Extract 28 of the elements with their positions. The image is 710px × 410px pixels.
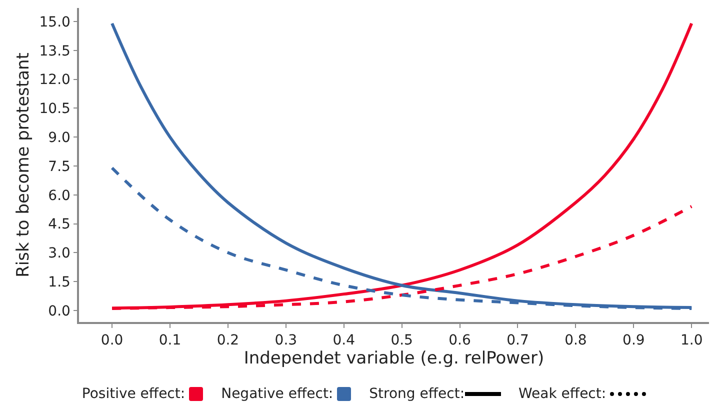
text: Positive effect: <box>82 386 186 402</box>
y-tick-label: 0.0 <box>48 303 70 320</box>
y-tick-label: 1.5 <box>48 274 70 290</box>
y-tick-label: 3.0 <box>48 246 70 262</box>
x-tick-label: 0.0 <box>100 332 124 349</box>
x-tick-label: 0.2 <box>216 332 240 349</box>
x-tick-label: 0.5 <box>390 332 413 349</box>
x-tick-label: 0.9 <box>622 332 645 349</box>
y-tick-label: 12.0 <box>39 72 70 88</box>
x-axis-title: Independet variable (e.g. relPower) <box>244 348 544 369</box>
y-tick-label: 10.5 <box>39 101 70 118</box>
text: Negative effect: <box>221 386 334 402</box>
y-tick-label: 13.5 <box>39 43 70 60</box>
y-tick-label: 15.0 <box>39 14 70 30</box>
x-tick-label: 0.1 <box>158 332 182 349</box>
text: Weak effect: <box>518 386 606 402</box>
x-tick-label: 0.7 <box>506 332 529 349</box>
y-tick-label: 7.5 <box>48 158 70 175</box>
x-tick-label: 1.0 <box>680 332 703 349</box>
y-tick-label: 9.0 <box>48 130 70 146</box>
y-tick-label: 6.0 <box>48 188 70 204</box>
x-tick-label: 0.3 <box>274 332 298 349</box>
text: Strong effect: <box>369 386 465 402</box>
x-tick-label: 0.8 <box>564 332 587 349</box>
y-tick-label: 4.5 <box>48 216 70 233</box>
x-tick-label: 0.4 <box>332 332 356 349</box>
y-axis-title: Risk to become protestant <box>13 52 34 278</box>
x-tick-label: 0.6 <box>448 332 472 349</box>
